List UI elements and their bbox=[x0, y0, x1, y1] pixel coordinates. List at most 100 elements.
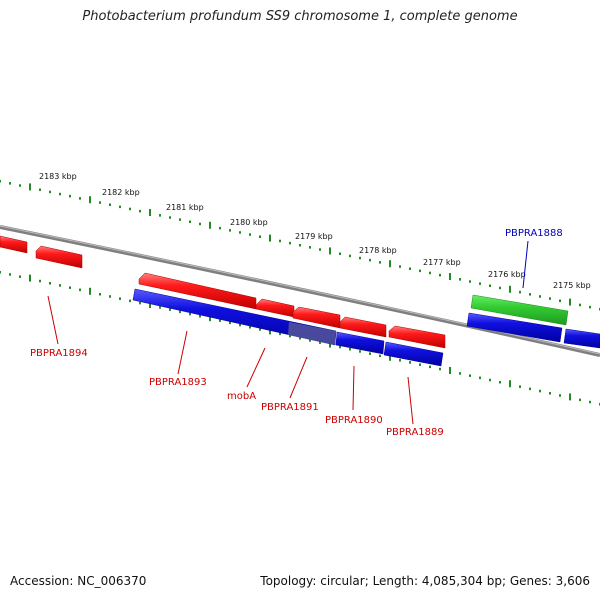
inner-minor-tick bbox=[579, 398, 581, 402]
outer-minor-tick bbox=[239, 231, 241, 234]
inner-minor-tick bbox=[349, 348, 351, 351]
blue-gene-block-2[interactable] bbox=[335, 331, 385, 355]
inner-minor-tick bbox=[429, 365, 431, 369]
reverse-genes bbox=[132, 288, 600, 367]
outer-major-tick bbox=[389, 260, 391, 268]
gene-label-pbpra1891[interactable]: PBPRA1891 bbox=[261, 402, 319, 413]
kbp-label-2183: 2183 kbp bbox=[39, 172, 77, 181]
outer-major-tick bbox=[89, 196, 91, 204]
gene-label-pbpra1894[interactable]: PBPRA1894 bbox=[30, 348, 88, 359]
inner-major-tick bbox=[89, 287, 91, 295]
gene-label-mobA[interactable]: mobA bbox=[227, 391, 256, 402]
outer-minor-tick bbox=[259, 235, 261, 238]
blue-gene-block-4[interactable] bbox=[466, 312, 563, 343]
inner-minor-tick bbox=[279, 332, 281, 336]
gene-arrow-pbpra1890[interactable] bbox=[339, 316, 387, 338]
outer-minor-tick bbox=[309, 246, 311, 249]
outer-major-tick bbox=[29, 183, 31, 191]
blue-gene-block-5[interactable] bbox=[563, 328, 600, 349]
inner-minor-tick bbox=[369, 352, 371, 355]
forward-genes bbox=[0, 235, 446, 349]
gene-arrow-pbpra1894[interactable] bbox=[35, 245, 83, 269]
inner-minor-tick bbox=[489, 378, 491, 382]
inner-minor-tick bbox=[529, 387, 531, 391]
inner-major-tick bbox=[209, 314, 211, 322]
leader-pbpra1888 bbox=[522, 240, 529, 289]
inner-major-tick bbox=[269, 327, 271, 335]
gene-arrow-pbpra1889[interactable] bbox=[388, 325, 446, 349]
topology-label: Topology: bbox=[260, 574, 317, 588]
inner-tick-row bbox=[0, 271, 600, 406]
outer-minor-tick bbox=[549, 297, 551, 300]
outer-minor-tick bbox=[139, 209, 141, 213]
outer-minor-tick bbox=[489, 284, 491, 287]
accession-value: NC_006370 bbox=[77, 574, 147, 588]
chromosome-backbone bbox=[0, 225, 600, 357]
genome-stats: Topology: circular; Length: 4,085,304 bp… bbox=[260, 574, 590, 588]
gene-arrow-pbpra1893[interactable] bbox=[138, 272, 257, 310]
outer-minor-tick bbox=[499, 286, 501, 290]
gene-label-pbpra1890[interactable]: PBPRA1890 bbox=[325, 415, 383, 426]
inner-minor-tick bbox=[219, 319, 221, 322]
inner-minor-tick bbox=[79, 288, 81, 292]
gene-arrow-pbpra1891[interactable] bbox=[292, 306, 341, 329]
inner-minor-tick bbox=[69, 286, 71, 289]
genes-label: Genes: bbox=[509, 574, 552, 588]
kbp-label-2181: 2181 kbp bbox=[166, 203, 204, 212]
outer-minor-tick bbox=[119, 205, 121, 209]
outer-minor-tick bbox=[379, 261, 381, 264]
outer-minor-tick bbox=[429, 271, 431, 275]
outer-minor-tick bbox=[59, 192, 61, 196]
inner-minor-tick bbox=[309, 339, 311, 342]
outer-minor-tick bbox=[99, 201, 101, 204]
outer-minor-tick bbox=[319, 248, 321, 251]
inner-major-tick bbox=[149, 301, 151, 308]
inner-minor-tick bbox=[299, 337, 301, 340]
inner-minor-tick bbox=[419, 363, 421, 366]
kbp-label-2182: 2182 kbp bbox=[102, 188, 140, 197]
outer-minor-tick bbox=[229, 229, 231, 232]
outer-minor-tick bbox=[409, 267, 411, 270]
outer-minor-tick bbox=[559, 299, 561, 302]
outer-minor-tick bbox=[589, 305, 591, 309]
gene-label-pbpra1888[interactable]: PBPRA1888 bbox=[505, 228, 563, 239]
outer-major-tick bbox=[509, 285, 511, 293]
outer-minor-tick bbox=[579, 303, 581, 307]
inner-minor-tick bbox=[559, 394, 561, 397]
inner-minor-tick bbox=[129, 299, 131, 303]
inner-minor-tick bbox=[589, 400, 591, 404]
inner-minor-tick bbox=[9, 273, 11, 276]
gene-arrow-pbpra1888[interactable] bbox=[470, 294, 569, 326]
inner-minor-tick bbox=[109, 295, 111, 298]
inner-minor-tick bbox=[409, 361, 411, 364]
inner-minor-tick bbox=[549, 392, 551, 395]
gene-arrow-pbpra1895[interactable] bbox=[0, 235, 28, 254]
genes-value: 3,606 bbox=[555, 574, 590, 588]
kbp-label-2176: 2176 kbp bbox=[488, 270, 526, 279]
outer-minor-tick bbox=[249, 233, 251, 236]
gene-arrow-mobA[interactable] bbox=[255, 298, 295, 318]
outer-minor-tick bbox=[19, 184, 21, 187]
inner-major-tick bbox=[29, 274, 31, 282]
separator-1: ; bbox=[364, 574, 369, 588]
inner-minor-tick bbox=[259, 328, 261, 331]
inner-minor-tick bbox=[59, 284, 61, 287]
blue-gene-block-3[interactable] bbox=[383, 341, 444, 367]
inner-minor-tick bbox=[459, 372, 461, 375]
inner-minor-tick bbox=[199, 315, 201, 318]
inner-minor-tick bbox=[379, 354, 381, 358]
outer-minor-tick bbox=[69, 194, 71, 198]
outer-tick-row bbox=[0, 180, 600, 311]
inner-minor-tick bbox=[539, 389, 541, 393]
outer-minor-tick bbox=[109, 203, 111, 206]
outer-minor-tick bbox=[199, 222, 201, 226]
outer-major-tick bbox=[569, 298, 571, 306]
kbp-label-2180: 2180 kbp bbox=[230, 218, 268, 227]
outer-minor-tick bbox=[49, 190, 51, 194]
inner-minor-tick bbox=[239, 323, 241, 327]
inner-minor-tick bbox=[359, 350, 361, 353]
outer-major-tick bbox=[329, 247, 331, 255]
gene-label-pbpra1889[interactable]: PBPRA1889 bbox=[386, 427, 444, 438]
inner-minor-tick bbox=[99, 293, 101, 296]
gene-label-pbpra1893[interactable]: PBPRA1893 bbox=[149, 377, 207, 388]
